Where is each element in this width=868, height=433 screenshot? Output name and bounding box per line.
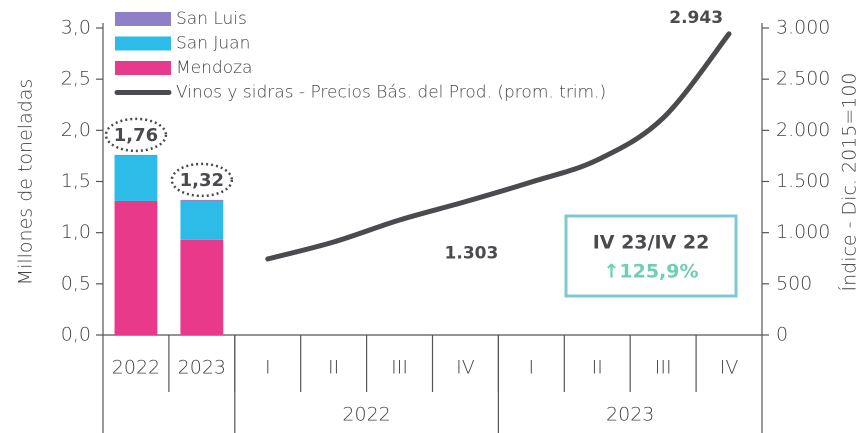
bar [180,200,224,240]
y2-tick-label: 2.000 [776,119,830,141]
bar [114,154,158,156]
annotation-text: ↑125,9% [603,261,698,283]
y2-tick-label: 2.500 [776,68,830,90]
legend-label: Vinos y sidras - Precios Bás. del Prod. … [176,83,606,103]
y2-axis-label: Índice - Dic. 2015=100 [838,72,861,291]
x-tick-label: 2022 [112,357,160,379]
bar [114,200,158,335]
total-label: 1,76 [114,125,158,146]
x-tick-label: IV [720,357,739,379]
legend-label: Mendoza [176,58,252,78]
x-tick-label: II [592,357,603,379]
bar [180,239,224,335]
bar [180,199,224,201]
y2-tick-label: 1.000 [776,221,830,243]
y-tick-label: 1,5 [61,170,91,192]
total-ring [104,117,168,153]
x-tick-label: 2023 [178,357,226,379]
legend-swatch [115,36,171,51]
line-value-label: 1.303 [445,244,499,264]
group-label: 2023 [606,404,654,426]
y-tick-label: 1,0 [61,221,91,243]
x-tick-label: II [328,357,339,379]
y-tick-label: 0,5 [61,272,91,294]
annotation-box [564,214,738,298]
y-tick-label: 2,5 [61,68,91,90]
x-tick-label: I [529,357,535,379]
annotation-title: IV 23/IV 22 [593,232,710,254]
y-axis-label: Millones de toneladas [15,79,37,286]
total-ring [170,162,234,198]
y2-tick-label: 3.000 [776,17,830,39]
x-tick-label: I [265,357,271,379]
y-tick-label: 3,0 [61,17,91,39]
legend-label: San Luis [176,9,247,29]
x-tick-label: III [655,357,672,379]
y2-tick-label: 1.500 [776,170,830,192]
x-tick-label: III [391,357,408,379]
y2-tick-label: 0 [776,324,788,346]
y2-tick-label: 500 [776,272,812,294]
line [265,31,732,262]
y-tick-label: 0,0 [61,324,91,346]
y-tick-label: 2,0 [61,119,91,141]
group-label: 2022 [342,404,390,426]
legend-label: San Juan [176,34,250,54]
legend-swatch [115,61,171,75]
total-label: 1,32 [180,170,224,191]
bar [114,155,158,201]
line-value-label: 2.943 [669,8,723,28]
legend-swatch [115,12,171,26]
x-tick-label: IV [456,357,475,379]
